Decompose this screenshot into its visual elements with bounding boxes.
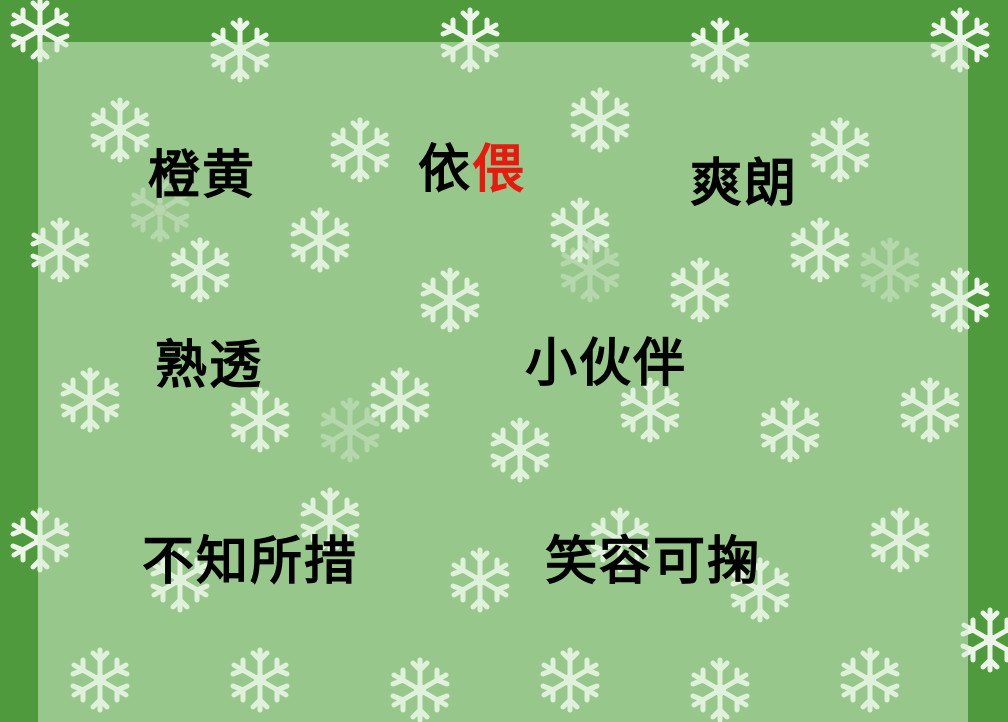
word-xiaohuoban: 小伙伴 bbox=[525, 333, 688, 394]
word-chenghuang: 橙黄 bbox=[148, 145, 257, 206]
word-shutou: 熟透 bbox=[155, 335, 264, 396]
word-yiwei-part1: 依 bbox=[418, 139, 473, 200]
word-yiwei: 依偎 bbox=[418, 144, 526, 196]
word-xiaorongkeju: 笑容可掬 bbox=[545, 531, 762, 592]
word-shuanglang: 爽朗 bbox=[690, 153, 799, 214]
word-yiwei-highlight: 偎 bbox=[472, 139, 527, 200]
content-panel bbox=[38, 42, 968, 722]
word-buzhisuocuo: 不知所措 bbox=[142, 531, 359, 592]
